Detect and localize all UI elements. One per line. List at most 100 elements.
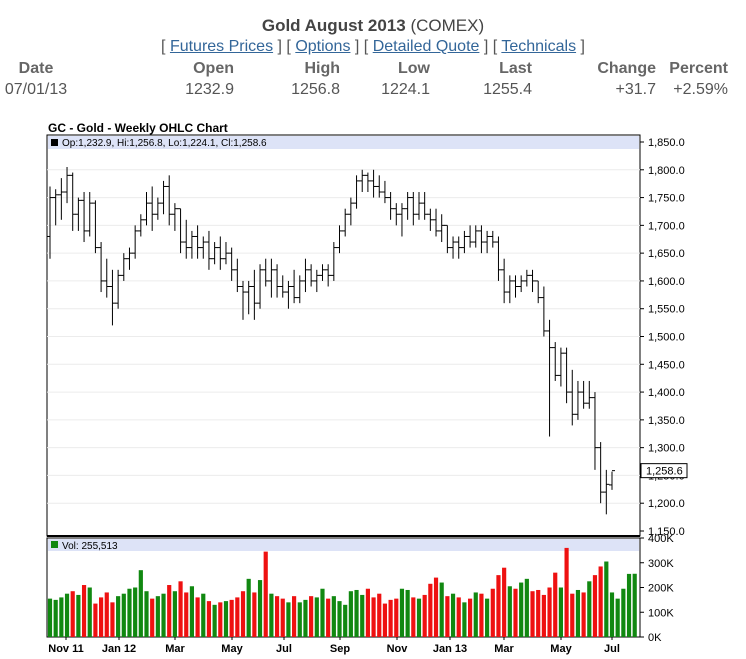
volume-bar [592, 575, 598, 637]
price-tick-label: 1,700.0 [648, 220, 685, 232]
volume-bar [394, 598, 399, 637]
volume-bar [360, 594, 365, 637]
volume-bar [354, 589, 359, 637]
volume-bar [240, 591, 246, 637]
volume-bar [178, 581, 183, 637]
volume-bar [121, 593, 126, 637]
percent-value: +2.59% [673, 81, 728, 98]
volume-bar [513, 588, 518, 637]
volume-bar [632, 573, 637, 637]
high-header: High [304, 60, 340, 77]
volume-bar [445, 596, 450, 637]
volume-bar [263, 551, 268, 637]
volume-bar [133, 587, 138, 637]
price-tick-label: 1,600.0 [648, 276, 685, 288]
volume-bar [110, 602, 115, 637]
volume-bar [411, 597, 416, 637]
volume-bar [127, 588, 132, 637]
low-value: 1224.1 [381, 81, 430, 98]
volume-bar [201, 593, 206, 637]
volume-bar [235, 597, 240, 637]
volume-bar [104, 592, 109, 637]
price-tick-label: 1,400.0 [648, 387, 685, 399]
x-tick-label: Jul [276, 643, 292, 655]
date-value: 07/01/13 [4, 81, 68, 98]
volume-bar [343, 604, 348, 637]
exchange-name: (COMEX) [410, 16, 485, 35]
volume-bar [337, 601, 342, 637]
open-header: Open [193, 60, 234, 77]
volume-bar [587, 581, 592, 637]
contract-name: Gold August 2013 [261, 16, 406, 35]
volume-bar [575, 589, 581, 637]
volume-bar [212, 604, 217, 637]
volume-bar [53, 599, 58, 637]
volume-tick-label: 200K [648, 583, 674, 595]
technicals-link[interactable]: Technicals [501, 38, 577, 55]
volume-bar [189, 586, 195, 637]
price-tick-label: 1,450.0 [648, 359, 685, 371]
volume-bar [87, 587, 92, 637]
volume-bar [167, 585, 172, 637]
volume-bar [615, 598, 620, 637]
volume-bar [598, 566, 603, 637]
volume-bar [519, 582, 524, 637]
volume-tick-label: 400K [648, 533, 674, 545]
last-header: Last [499, 60, 532, 77]
volume-legend-band [48, 539, 639, 551]
volume-bar [81, 585, 87, 637]
volume-bar [59, 597, 64, 637]
quote-value-row: 07/01/13 1232.9 1256.8 1224.1 1255.4 +31… [0, 80, 746, 100]
change-header: Change [597, 60, 656, 77]
volume-bar [144, 591, 149, 637]
volume-bar [496, 575, 501, 637]
volume-bar [326, 598, 331, 637]
low-header: Low [398, 60, 430, 77]
quote-nav-links: [ Futures Prices ] [ Options ] [ Detaile… [161, 38, 585, 55]
last-value: 1255.4 [483, 81, 532, 98]
volume-bar [47, 598, 53, 637]
volume-bar [155, 596, 160, 637]
x-tick-label: Nov 11 [48, 643, 83, 655]
volume-bar [422, 594, 427, 637]
volume-bar [229, 599, 234, 637]
volume-bar [274, 596, 280, 637]
detailed-quote-link[interactable]: Detailed Quote [372, 38, 480, 55]
volume-bar [456, 597, 461, 637]
volume-bar [604, 561, 609, 637]
price-tick-label: 1,300.0 [648, 443, 685, 455]
volume-bar [161, 593, 166, 637]
volume-bar [377, 593, 382, 637]
volume-bar [570, 593, 575, 637]
futures-prices-link[interactable]: Futures Prices [169, 38, 274, 55]
volume-bar [309, 596, 314, 637]
x-tick-label: Mar [165, 643, 185, 655]
x-tick-label: Sep [330, 643, 350, 655]
page-title: Gold August 2013 (COMEX) [0, 16, 746, 36]
volume-bar [286, 602, 291, 637]
volume-bar [479, 593, 484, 637]
volume-bar [195, 597, 200, 637]
volume-bar [206, 601, 212, 637]
volume-bar [280, 598, 285, 637]
price-tick-label: 1,200.0 [648, 498, 685, 510]
options-link[interactable]: Options [295, 38, 351, 55]
volume-bar [536, 589, 541, 637]
volume-bar [269, 593, 274, 637]
volume-bar [581, 592, 586, 637]
price-tick-label: 1,800.0 [648, 165, 685, 177]
volume-bar [93, 603, 98, 637]
volume-bar [246, 578, 251, 637]
change-value: +31.7 [615, 81, 656, 98]
volume-bar [467, 598, 473, 637]
percent-header: Percent [669, 60, 728, 77]
volume-bar [388, 599, 393, 637]
volume-bar [439, 582, 444, 637]
volume-bar [331, 596, 336, 637]
volume-bar [64, 593, 70, 637]
volume-bar [371, 597, 376, 637]
volume-bar [382, 603, 388, 637]
volume-bar [609, 592, 615, 637]
last-price-label: 1,258.6 [646, 466, 683, 478]
